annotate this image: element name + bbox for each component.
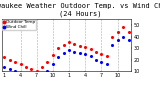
Wind Chill (30, 78, 33, 79)
Wind Chill (35, 80, 38, 81)
Outdoor Temp (62, 44, 65, 45)
Outdoor Temp (84, 46, 87, 48)
Wind Chill (62, 52, 65, 54)
Outdoor Temp (111, 36, 114, 37)
Outdoor Temp (8, 59, 11, 60)
Outdoor Temp (68, 42, 70, 43)
Wind Chill (68, 50, 70, 51)
Outdoor Temp (73, 43, 76, 44)
Wind Chill (14, 71, 16, 72)
Legend: Outdoor Temp, Wind Chill: Outdoor Temp, Wind Chill (2, 20, 36, 30)
Wind Chill (111, 44, 114, 45)
Outdoor Temp (25, 66, 27, 67)
Wind Chill (127, 39, 130, 41)
Outdoor Temp (122, 27, 124, 28)
Outdoor Temp (57, 47, 60, 49)
Wind Chill (122, 36, 124, 37)
Wind Chill (19, 73, 22, 74)
Wind Chill (84, 53, 87, 55)
Outdoor Temp (52, 54, 54, 56)
Outdoor Temp (79, 45, 81, 47)
Outdoor Temp (35, 71, 38, 72)
Outdoor Temp (89, 49, 92, 50)
Outdoor Temp (116, 31, 119, 33)
Text: Milwaukee Weather Outdoor Temp. vs Wind Chill: Milwaukee Weather Outdoor Temp. vs Wind … (0, 3, 160, 9)
Outdoor Temp (3, 57, 6, 58)
Wind Chill (57, 57, 60, 58)
Wind Chill (52, 64, 54, 65)
Wind Chill (73, 51, 76, 52)
Wind Chill (3, 66, 6, 67)
Outdoor Temp (106, 56, 108, 57)
Outdoor Temp (100, 53, 103, 55)
Wind Chill (95, 59, 97, 60)
Outdoor Temp (19, 64, 22, 65)
Wind Chill (41, 75, 43, 77)
Outdoor Temp (127, 31, 130, 33)
Text: (24 Hours): (24 Hours) (59, 10, 101, 17)
Wind Chill (46, 71, 49, 72)
Outdoor Temp (46, 61, 49, 63)
Wind Chill (116, 39, 119, 41)
Wind Chill (25, 75, 27, 77)
Wind Chill (89, 56, 92, 57)
Wind Chill (100, 61, 103, 63)
Outdoor Temp (41, 66, 43, 67)
Outdoor Temp (14, 61, 16, 63)
Outdoor Temp (30, 68, 33, 70)
Wind Chill (8, 68, 11, 70)
Outdoor Temp (95, 51, 97, 52)
Wind Chill (79, 52, 81, 54)
Wind Chill (106, 64, 108, 65)
